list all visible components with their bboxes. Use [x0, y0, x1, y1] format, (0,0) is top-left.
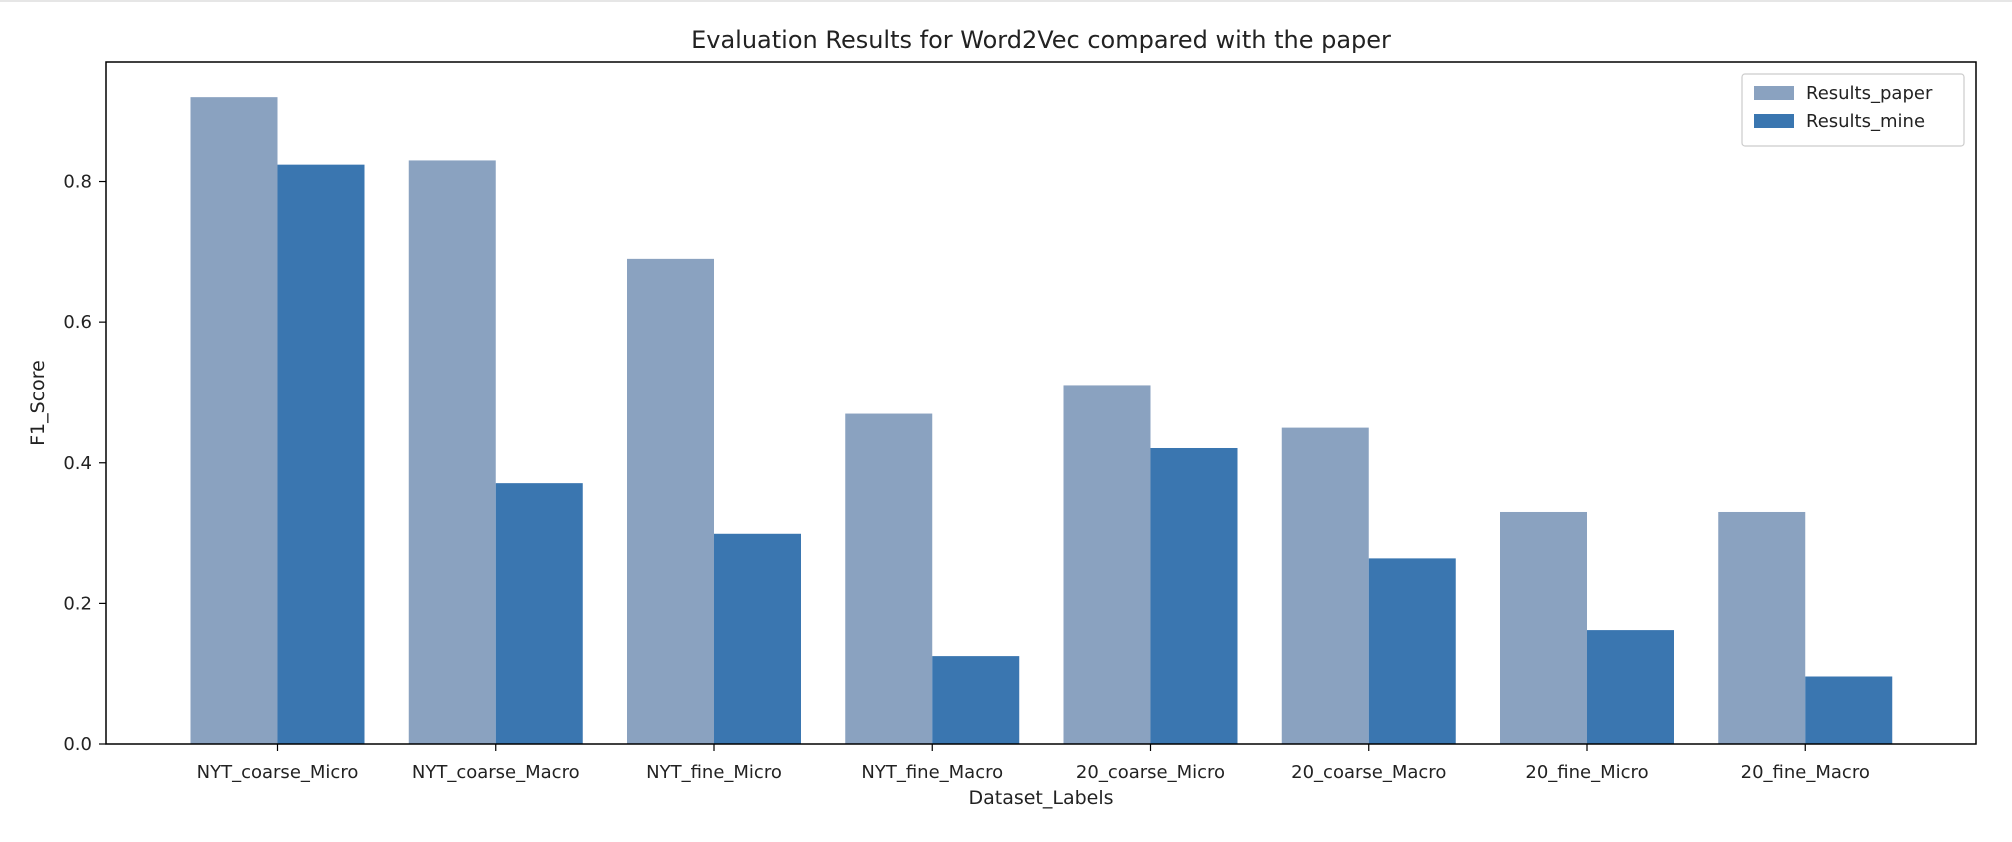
- x-tick-label: NYT_coarse_Macro: [412, 762, 580, 783]
- legend-frame: [1741, 73, 1965, 147]
- y-axis: 0.0 0.2 0.4 0.6 0.8: [63, 172, 106, 755]
- chart-title: Evaluation Results for Word2Vec compared…: [691, 26, 1391, 54]
- bar-results-mine-nyt-fine-macro: [932, 656, 1020, 744]
- bar-results-paper-20-coarse-micro: [1063, 385, 1151, 744]
- y-axis-label: F1_Score: [27, 360, 49, 446]
- plot-frame: [105, 61, 1977, 745]
- bar-results-paper-nyt-coarse-micro: [190, 97, 278, 744]
- x-tick-label: NYT_coarse_Micro: [197, 762, 359, 783]
- bar-results-mine-20-fine-micro: [1587, 630, 1674, 744]
- x-tick-label: NYT_fine_Micro: [646, 762, 782, 783]
- legend-label-paper: Results_paper: [1806, 83, 1933, 104]
- bar-results-paper-nyt-fine-micro: [627, 258, 714, 744]
- x-tick-label: 20_fine_Micro: [1525, 762, 1648, 783]
- legend-swatch-mine: [1754, 114, 1794, 128]
- bar-results-paper-20-fine-macro: [1718, 511, 1806, 744]
- bar-results-mine-nyt-coarse-macro: [495, 483, 583, 744]
- x-axis-label: Dataset_Labels: [968, 787, 1113, 809]
- x-axis: NYT_coarse_Micro NYT_coarse_Macro NYT_fine…: [197, 744, 1870, 783]
- x-tick-label: 20_coarse_Micro: [1076, 762, 1225, 783]
- top-divider: [0, 0, 2012, 2]
- bar-results-mine-nyt-fine-micro: [714, 533, 801, 744]
- y-tick-label: 0.2: [63, 593, 92, 614]
- y-tick-label: 0.6: [63, 312, 92, 333]
- bar-results-paper-20-coarse-macro: [1281, 427, 1369, 744]
- legend-entry-mine: Results_mine: [1754, 111, 1925, 132]
- legend-label-mine: Results_mine: [1806, 111, 1925, 132]
- x-tick-label: 20_fine_Macro: [1741, 762, 1870, 783]
- bars-layer: [190, 97, 1893, 744]
- bar-results-mine-20-fine-macro: [1805, 676, 1893, 744]
- x-tick-label: 20_coarse_Macro: [1291, 762, 1446, 783]
- bar-results-paper-nyt-coarse-macro: [408, 160, 496, 744]
- y-tick-label: 0.8: [63, 172, 92, 193]
- y-tick-label: 0.0: [63, 734, 92, 755]
- legend-swatch-paper: [1754, 86, 1794, 100]
- bar-results-paper-nyt-fine-macro: [845, 413, 933, 744]
- legend-entry-paper: Results_paper: [1754, 83, 1933, 104]
- legend: Results_paper Results_mine: [1741, 73, 1965, 147]
- bar-results-mine-20-coarse-micro: [1150, 447, 1238, 744]
- axes-layer: [105, 61, 1977, 745]
- bar-results-mine-nyt-coarse-micro: [277, 164, 365, 744]
- x-tick-label: NYT_fine_Macro: [861, 762, 1003, 783]
- bar-results-paper-20-fine-micro: [1500, 511, 1587, 744]
- bar-results-mine-20-coarse-macro: [1368, 558, 1456, 744]
- y-tick-label: 0.4: [63, 453, 92, 474]
